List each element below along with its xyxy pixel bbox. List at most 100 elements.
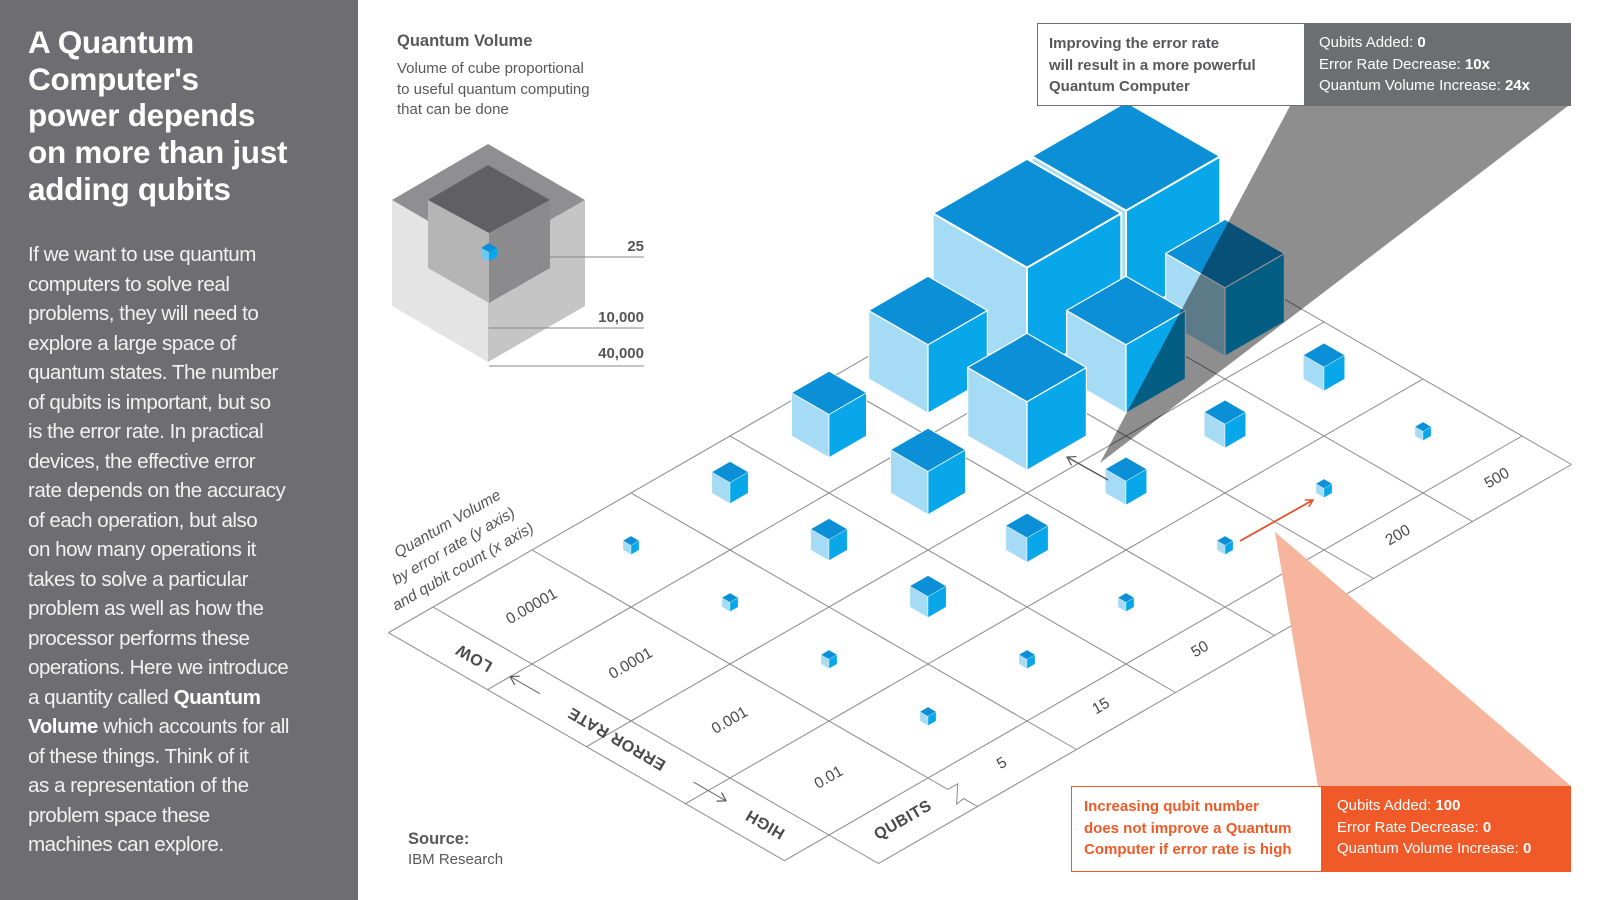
callout-line: Computer if error rate is high <box>1084 841 1292 858</box>
cube-top-face <box>1117 592 1135 603</box>
cube-top-face <box>1414 421 1432 432</box>
qubit-label: 5 <box>994 754 1010 773</box>
cube-top-face <box>1030 100 1222 212</box>
legend-inner-left <box>428 200 489 303</box>
quantum-volume-cube <box>966 332 1088 471</box>
quantum-volume-cube <box>1204 400 1246 449</box>
body-line: on how many operations it <box>28 535 353 565</box>
cube-top-face <box>721 592 739 603</box>
headline-line: power depends <box>28 97 256 134</box>
grid-line <box>388 632 785 862</box>
quantum-volume-cube <box>1414 421 1432 441</box>
quantum-volume-cube <box>890 427 966 515</box>
quantum-volume-cube <box>1005 513 1049 563</box>
text: computers to solve real <box>28 272 230 296</box>
stat-qubits-added: Qubits Added: 100 <box>1337 797 1461 814</box>
legend-description: Volume of cube proportional to useful qu… <box>397 59 590 121</box>
error-rate-high-label: HIGH <box>743 806 788 842</box>
quantum-volume-cube <box>1315 478 1333 498</box>
body-line: Volume which accounts for all <box>28 712 353 742</box>
body-line: problem as well as how the <box>28 594 353 624</box>
legend-outer-left <box>392 200 488 362</box>
body-line: processor performs these <box>28 624 353 654</box>
cube-top-face <box>1216 535 1234 546</box>
quantum-volume-cube <box>1018 649 1036 669</box>
text: of each operation, but also <box>28 508 258 532</box>
quantum-volume-cube <box>622 535 640 555</box>
body-line: is the error rate. In practical <box>28 417 353 447</box>
grid-line <box>828 378 1275 636</box>
text: problem space these <box>28 803 210 827</box>
text: devices, the effective error <box>28 449 256 473</box>
legend-small-cube-left <box>481 248 489 261</box>
body-line: devices, the effective error <box>28 447 353 477</box>
body-line: rate depends on the accuracy <box>28 476 353 506</box>
axis-caption: Quantum Volume by error rate (y axis) an… <box>390 487 537 615</box>
qubit-label: 200 <box>1383 521 1414 549</box>
callout-line: does not improve a Quantum <box>1084 819 1292 837</box>
text: machines can explore. <box>28 833 224 856</box>
grid-line <box>432 606 879 864</box>
grid-line <box>784 435 1523 862</box>
qubits-callout-stats: Qubits Added: 100 Error Rate Decrease: 0… <box>1321 786 1571 872</box>
cube-top-face <box>1315 478 1333 489</box>
body-line: as a representation of the <box>28 771 353 801</box>
qubit-increase-arrow <box>1239 499 1315 542</box>
cube-top-face <box>820 649 838 660</box>
callout-line: Increasing qubit number <box>1084 798 1260 815</box>
sidebar-panel: A Quantum Computer's power depends on more … <box>0 0 358 900</box>
grid-line <box>729 435 1176 693</box>
legend-small-cube-right <box>489 248 497 261</box>
qubit-label: 15 <box>1089 695 1112 718</box>
legend-value-25: 25 <box>627 238 644 255</box>
quantum-volume-cube <box>1303 343 1345 392</box>
text: problem as well as how the <box>28 597 264 620</box>
grid-line <box>531 549 929 779</box>
body-line: takes to solve a particular <box>28 565 353 595</box>
error-rate-improvement-arrow <box>1066 455 1109 481</box>
headline-line: Computer's <box>28 60 199 97</box>
legend-value-40000: 40,000 <box>598 345 644 362</box>
source-name: IBM Research <box>408 851 504 868</box>
text: is the error rate. In practical <box>28 420 264 443</box>
body-line: quantum states. The number <box>28 358 353 388</box>
cube-top-face <box>810 518 848 540</box>
body-line: problems, they will need to <box>28 299 353 329</box>
text: as a representation of the <box>28 774 249 797</box>
error-rate-callout-text: Improving the error rate will result in … <box>1037 23 1305 106</box>
body-line: a quantity called Quantum <box>28 683 353 713</box>
headline: A Quantum Computer's power depends on more … <box>28 24 348 208</box>
headline-line: adding qubits <box>28 170 231 207</box>
quantum-volume-cube <box>810 518 848 561</box>
stat-quantum-volume-increase: Quantum Volume Increase: 24x <box>1319 77 1530 94</box>
qubit-label: 500 <box>1482 464 1513 492</box>
text: of these things. Think of it <box>28 744 249 768</box>
text: If we want to use quantum <box>28 243 256 266</box>
body-line: of these things. Think of it <box>28 742 353 772</box>
error-rate-label: 0.0001 <box>606 644 656 682</box>
emphasis: Quantum <box>173 685 261 709</box>
error-rate-axis-title: ERROR RATE <box>565 704 668 774</box>
quantum-volume-cube <box>711 461 749 504</box>
text: problems, they will need to <box>28 302 259 325</box>
cube-top-face <box>711 461 749 483</box>
text: on how many operations it <box>28 538 256 561</box>
grid-line <box>878 464 1572 864</box>
quantum-volume-cube <box>931 157 1123 378</box>
qubit-label: 50 <box>1188 638 1212 662</box>
legend-value-10000: 10,000 <box>598 309 644 326</box>
stat-quantum-volume-increase: Quantum Volume Increase: 0 <box>1337 840 1532 857</box>
arrow-toward-high-icon <box>693 781 728 802</box>
body-line: If we want to use quantum <box>28 240 353 270</box>
cube-top-face <box>966 332 1088 403</box>
orange-callout-pointer <box>1275 532 1571 786</box>
qubits-callout-text: Increasing qubit number does not improve… <box>1071 786 1322 872</box>
body-line: machines can explore. <box>28 830 353 860</box>
source-label: Source: <box>408 830 470 848</box>
cube-top-face <box>1105 457 1147 482</box>
legend-inner-top <box>428 165 550 233</box>
grid-line <box>630 492 1077 750</box>
legend-inner-right <box>489 200 550 303</box>
legend-description-line: that can be done <box>397 101 509 118</box>
legend-small-cube-top <box>481 243 497 252</box>
